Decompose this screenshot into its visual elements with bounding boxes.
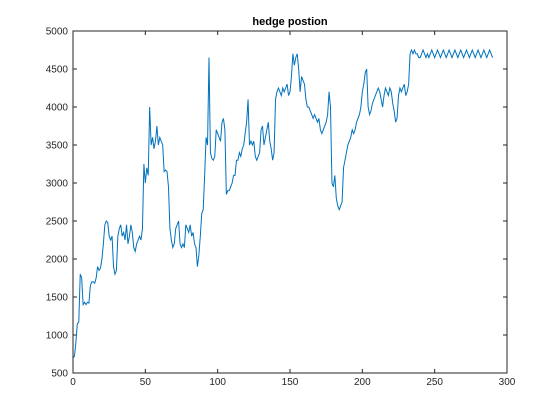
chart-title: hedge postion: [252, 16, 327, 28]
y-tick-label: 3500: [46, 141, 69, 152]
x-tick-label: 50: [140, 377, 152, 388]
y-tick-label: 2000: [46, 255, 69, 266]
y-tick-label: 2500: [46, 217, 69, 228]
axes-box: [72, 30, 508, 374]
y-tick-label: 500: [51, 369, 68, 380]
y-tick-label: 1000: [46, 331, 69, 342]
x-tick-label: 100: [209, 377, 226, 388]
y-tick-label: 1500: [46, 293, 69, 304]
series-line: [72, 48, 493, 359]
x-tick-label: 0: [70, 377, 76, 388]
x-tick-label: 150: [282, 377, 299, 388]
x-tick-label: 250: [426, 377, 443, 388]
y-tick-label: 4000: [46, 103, 69, 114]
x-tick-label: 200: [354, 377, 371, 388]
y-tick-label: 3000: [46, 179, 69, 190]
tick-labels: 0 50 100 150 200 250 300 500 1000 1500 2000 2500 300…: [46, 27, 516, 389]
y-tick-label: 5000: [46, 27, 69, 38]
plot-area: [73, 31, 507, 373]
y-tick-label: 4500: [46, 65, 69, 76]
x-tick-label: 300: [499, 377, 516, 388]
